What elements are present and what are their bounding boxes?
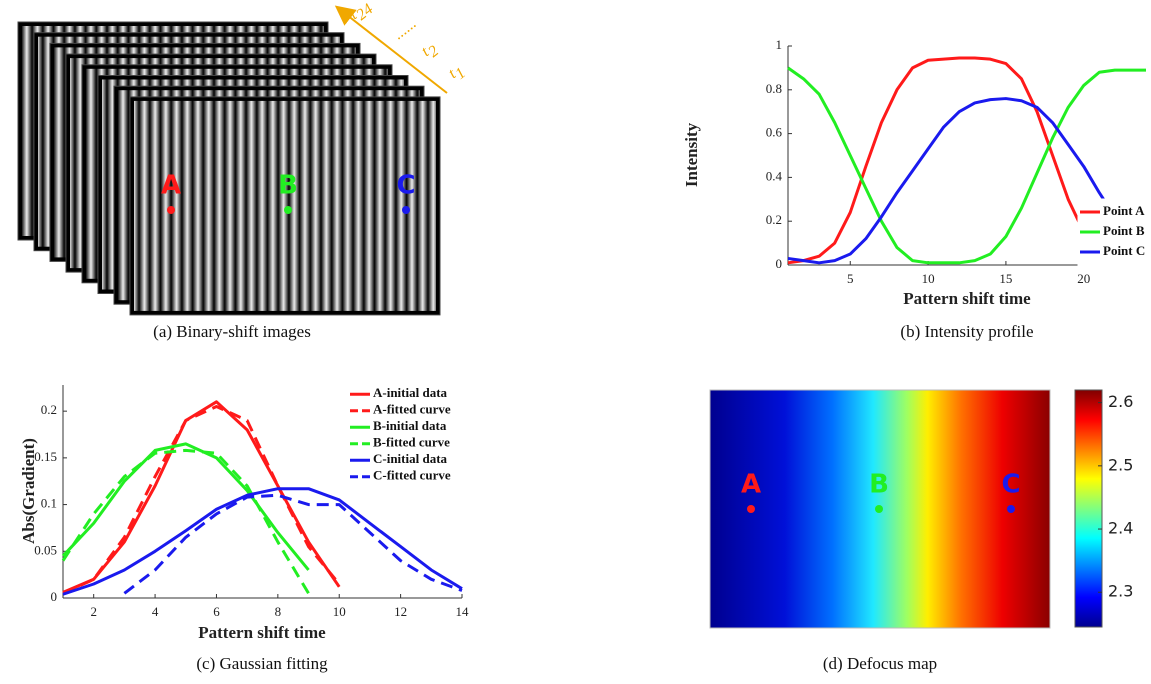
point-dot	[284, 206, 292, 214]
y-tick-label: 0.8	[766, 81, 782, 96]
y-tick-label: 0.6	[766, 125, 783, 140]
time-label-text: ......	[390, 15, 419, 43]
point-label: C	[396, 171, 415, 201]
x-tick-label: 2	[90, 604, 97, 619]
legend-label: C-initial data	[373, 451, 448, 466]
series-line	[123, 493, 463, 595]
legend-box	[347, 382, 469, 489]
colorbar	[1074, 389, 1103, 628]
series-line	[62, 404, 341, 595]
legend-label: Point B	[1103, 223, 1145, 238]
x-tick-label: 5	[847, 271, 854, 286]
time-label: t1	[445, 65, 469, 83]
y-tick-label: 0	[51, 589, 58, 604]
time-label: t2	[418, 43, 442, 61]
point-label: A	[741, 470, 761, 500]
legend-label: B-fitted curve	[373, 435, 450, 450]
point-dot	[167, 206, 175, 214]
series-line	[61, 448, 310, 595]
legend-label: B-initial data	[373, 418, 447, 433]
legend-label: Point A	[1103, 203, 1145, 218]
y-tick-label: 0.1	[41, 496, 57, 511]
legend-label: A-initial data	[373, 385, 448, 400]
x-tick-label: 4	[152, 604, 159, 619]
x-tick-label: 8	[275, 604, 282, 619]
y-tick-label: 0.15	[34, 449, 57, 464]
y-axis-label: Abs(Gradient)	[19, 438, 38, 544]
x-axis-label: Pattern shift time	[198, 623, 326, 642]
series-line	[61, 442, 310, 571]
point-label: C	[1001, 470, 1020, 500]
caption: (d) Defocus map	[823, 654, 937, 673]
y-tick-label: 0.2	[41, 402, 57, 417]
y-tick-label: 0.4	[766, 168, 783, 183]
y-tick-label: 0.05	[34, 542, 57, 557]
x-tick-label: 10	[333, 604, 346, 619]
time-label: t24	[346, 1, 376, 24]
time-arrow	[334, 5, 448, 94]
y-tick-label: 1	[776, 37, 783, 52]
point-label: B	[869, 470, 889, 500]
legend-label: Point C	[1103, 243, 1145, 258]
x-tick-label: 20	[1077, 271, 1090, 286]
y-tick-label: 0.2	[766, 212, 782, 227]
legend-label: C-fitted curve	[373, 468, 451, 483]
x-tick-label: 15	[999, 271, 1012, 286]
y-axis-label: Intensity	[682, 122, 701, 187]
caption: (c) Gaussian fitting	[196, 654, 328, 673]
y-tick-label: 0	[776, 256, 783, 271]
legend-label: A-fitted curve	[373, 402, 451, 417]
point-label: A	[161, 171, 181, 201]
caption: (b) Intensity profile	[900, 322, 1033, 341]
point-dot	[747, 505, 755, 513]
x-tick-label: 14	[456, 604, 470, 619]
point-dot	[1007, 505, 1015, 513]
point-dot	[875, 505, 883, 513]
colorbar-tick-label: 2.4	[1108, 519, 1133, 538]
caption: (a) Binary-shift images	[153, 322, 311, 341]
time-label: ......	[390, 15, 419, 43]
x-tick-label: 12	[394, 604, 407, 619]
series-line	[787, 66, 1146, 265]
frame-stripes	[134, 100, 436, 311]
x-tick-label: 6	[213, 604, 220, 619]
point-label: B	[278, 171, 298, 201]
colorbar-tick-label: 2.5	[1108, 455, 1133, 474]
colorbar-tick-label: 2.6	[1108, 392, 1133, 411]
x-axis-label: Pattern shift time	[903, 289, 1031, 308]
colorbar-tick-label: 2.3	[1108, 582, 1133, 601]
point-dot	[402, 206, 410, 214]
x-tick-label: 10	[922, 271, 935, 286]
series-line	[62, 400, 341, 594]
series-line	[787, 97, 1147, 265]
series-line	[62, 487, 463, 596]
